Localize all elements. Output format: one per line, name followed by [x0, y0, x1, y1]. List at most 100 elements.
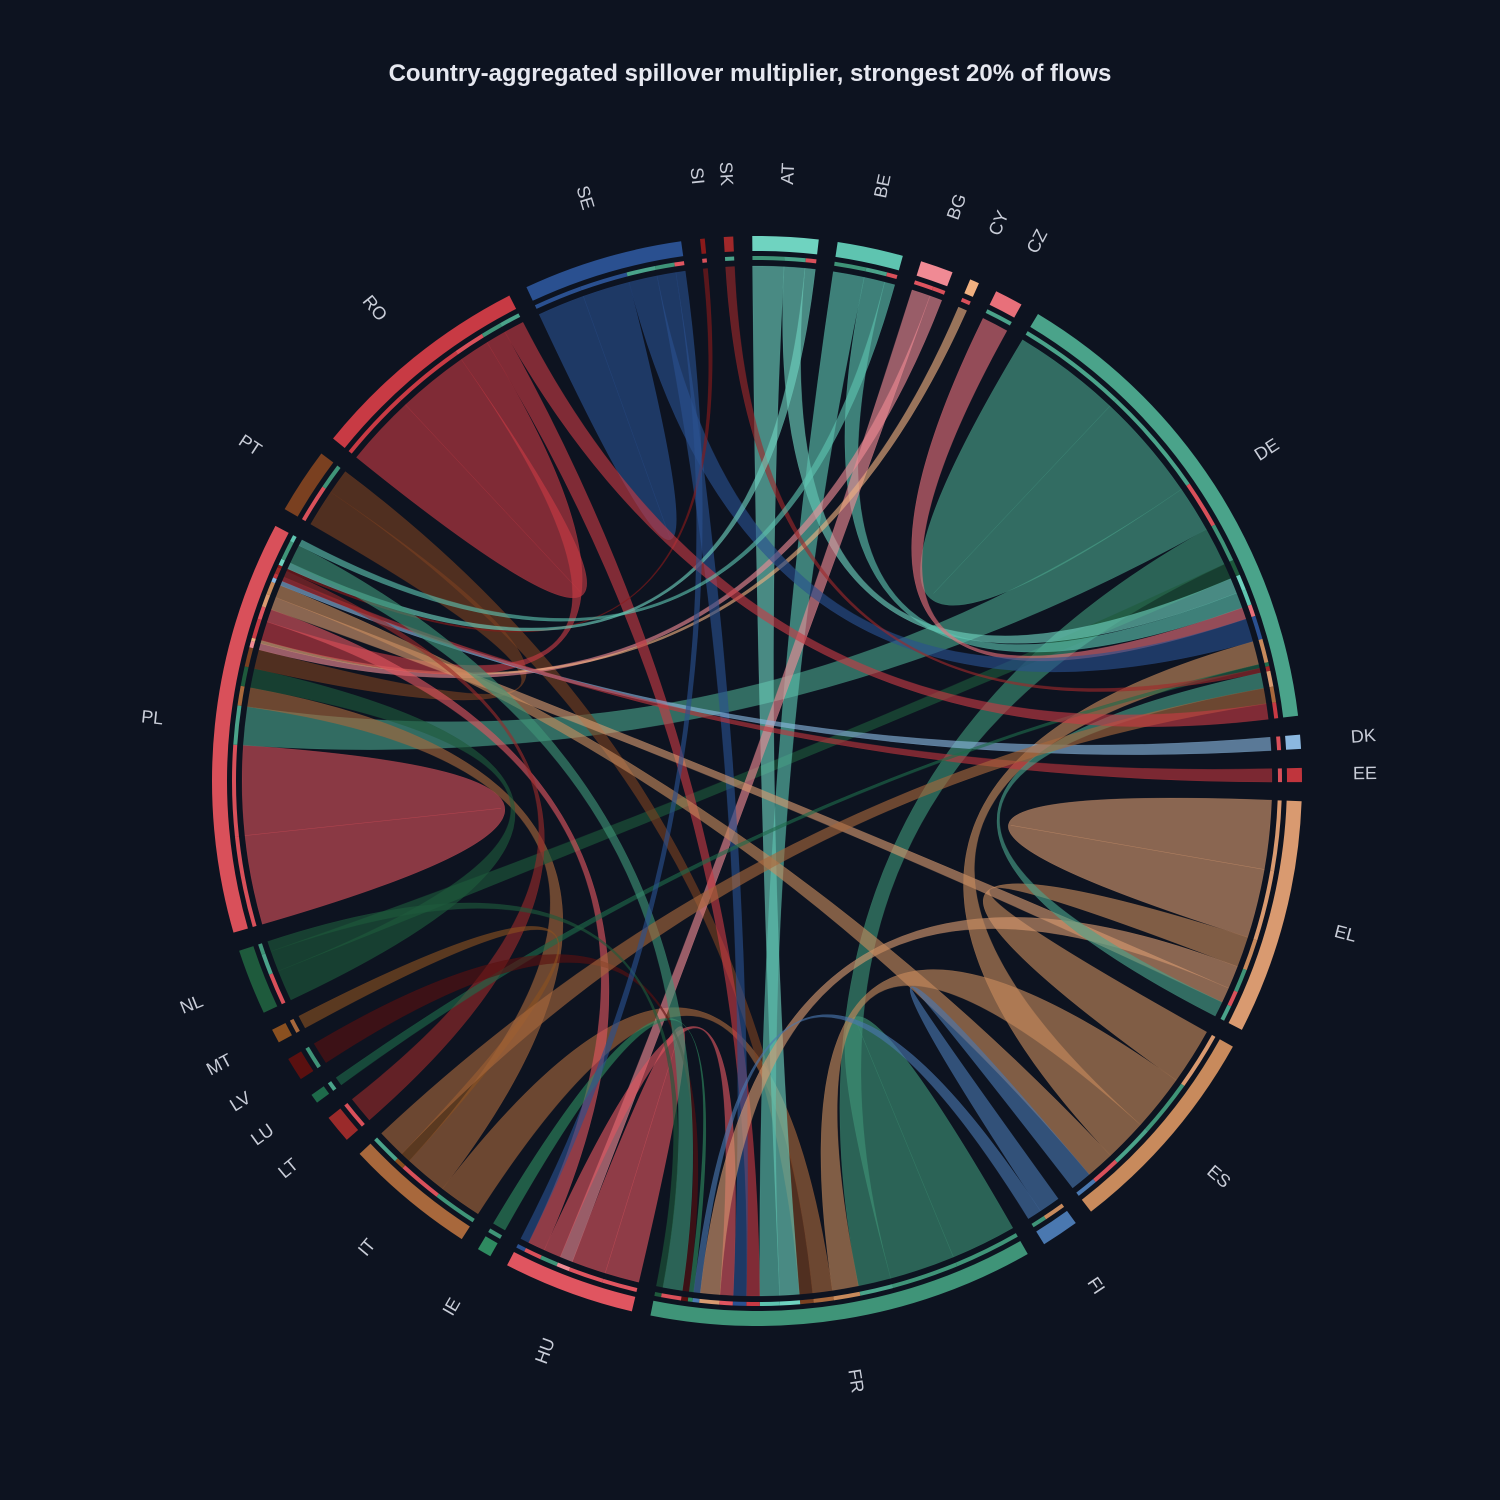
- flow-tick: [1114, 1128, 1148, 1163]
- flow-tick: [886, 272, 898, 280]
- flow-chord: [271, 597, 1229, 1003]
- country-arc: [1036, 1210, 1076, 1245]
- flow-tick: [273, 573, 279, 579]
- flow-tick: [1025, 331, 1117, 402]
- flow-tick: [234, 836, 257, 928]
- flow-tick: [1276, 736, 1282, 751]
- country-arc: [288, 1051, 314, 1080]
- flow-tick: [402, 1165, 439, 1197]
- flow-tick: [859, 1284, 894, 1296]
- flow-tick: [931, 286, 946, 295]
- flow-chord: [280, 580, 1272, 755]
- flow-tick: [301, 486, 326, 522]
- flow-tick: [232, 744, 239, 837]
- flow-tick: [568, 1267, 604, 1283]
- country-arc: [333, 295, 517, 448]
- flow-chord: [982, 883, 1249, 1081]
- country-arc: [752, 236, 819, 255]
- flow-chord: [281, 576, 1273, 783]
- flow-chord: [261, 342, 583, 675]
- flow-tick: [1258, 638, 1269, 664]
- flow-tick: [702, 258, 708, 263]
- flow-tick: [674, 261, 685, 267]
- flow-chord: [290, 545, 693, 1291]
- flow-tick: [833, 1291, 861, 1301]
- country-arc: [239, 946, 278, 1013]
- flow-tick: [233, 705, 242, 745]
- flow-tick: [960, 297, 971, 306]
- flow-chord: [693, 1014, 1041, 1294]
- country-arc: [964, 279, 979, 297]
- flow-tick: [1093, 1159, 1118, 1183]
- flow-chord: [699, 916, 1238, 1295]
- flow-tick: [746, 1301, 760, 1306]
- flow-tick: [1076, 1179, 1096, 1196]
- flow-tick: [481, 323, 502, 338]
- flow-tick: [865, 267, 888, 277]
- flow-tick: [913, 280, 934, 291]
- flow-chord: [266, 609, 610, 1251]
- flow-chord: [1008, 797, 1272, 938]
- flow-tick: [499, 313, 521, 327]
- flow-tick: [1144, 1083, 1185, 1132]
- flow-chord: [260, 306, 968, 675]
- flow-tick: [488, 1228, 503, 1239]
- flow-chord: [844, 276, 1243, 653]
- flow-tick: [524, 1247, 542, 1260]
- flow-tick: [251, 618, 262, 639]
- flow-tick: [654, 1291, 662, 1298]
- flow-tick: [237, 685, 245, 706]
- flow-chord: [572, 1026, 686, 1283]
- flow-tick: [1272, 702, 1279, 719]
- flow-tick: [692, 1298, 700, 1303]
- country-arc: [328, 1108, 359, 1140]
- flow-tick: [261, 953, 273, 975]
- country-label: DK: [1350, 725, 1376, 747]
- arcs: AT BEBGCYCZDEDKEEELESFIFRHUIEITLTLULVMTNL…: [140, 161, 1377, 1394]
- flow-tick: [1269, 686, 1277, 703]
- flow-chord: [298, 281, 896, 622]
- flow-tick: [724, 256, 735, 261]
- flow-tick: [274, 567, 282, 575]
- flow-tick: [348, 397, 402, 454]
- flow-tick: [985, 309, 1012, 326]
- flow-tick: [1270, 800, 1282, 872]
- flow-chord: [298, 926, 560, 1162]
- flow-tick: [602, 1278, 638, 1292]
- country-label: PL: [140, 706, 164, 728]
- flow-chord: [286, 268, 713, 633]
- flow-tick: [1031, 1215, 1046, 1228]
- flow-tick: [1211, 524, 1234, 562]
- country-arc: [359, 1143, 470, 1240]
- flow-tick: [687, 1297, 693, 1303]
- flow-tick: [752, 256, 785, 261]
- flow-tick: [289, 1018, 300, 1033]
- flow-chord: [486, 331, 760, 1297]
- country-label: FR: [844, 1367, 868, 1394]
- flow-chord: [911, 317, 1247, 662]
- flow-tick: [892, 1262, 958, 1289]
- flow-tick: [257, 606, 266, 621]
- flow-chord: [839, 529, 1225, 1287]
- flow-tick: [799, 1298, 814, 1305]
- flow-tick: [655, 262, 675, 270]
- country-arc: [272, 1022, 292, 1043]
- flow-chord: [782, 266, 1237, 644]
- country-arc: [1081, 1039, 1233, 1212]
- flow-chord: [725, 266, 1261, 692]
- flow-tick: [1186, 483, 1216, 527]
- flow-tick: [1229, 560, 1240, 577]
- flow-tick: [813, 1296, 834, 1303]
- flow-tick: [1234, 968, 1247, 993]
- flow-tick: [1243, 939, 1258, 971]
- country-arc: [311, 1086, 330, 1103]
- flow-chord: [504, 321, 1269, 727]
- flow-tick: [516, 1243, 526, 1252]
- flow-tick: [249, 640, 255, 649]
- flow-tick: [732, 1301, 747, 1306]
- country-arc: [989, 291, 1022, 318]
- flow-tick: [1242, 589, 1252, 606]
- flow-tick: [779, 1300, 801, 1306]
- flow-tick: [436, 1193, 475, 1223]
- country-arc: [284, 453, 334, 517]
